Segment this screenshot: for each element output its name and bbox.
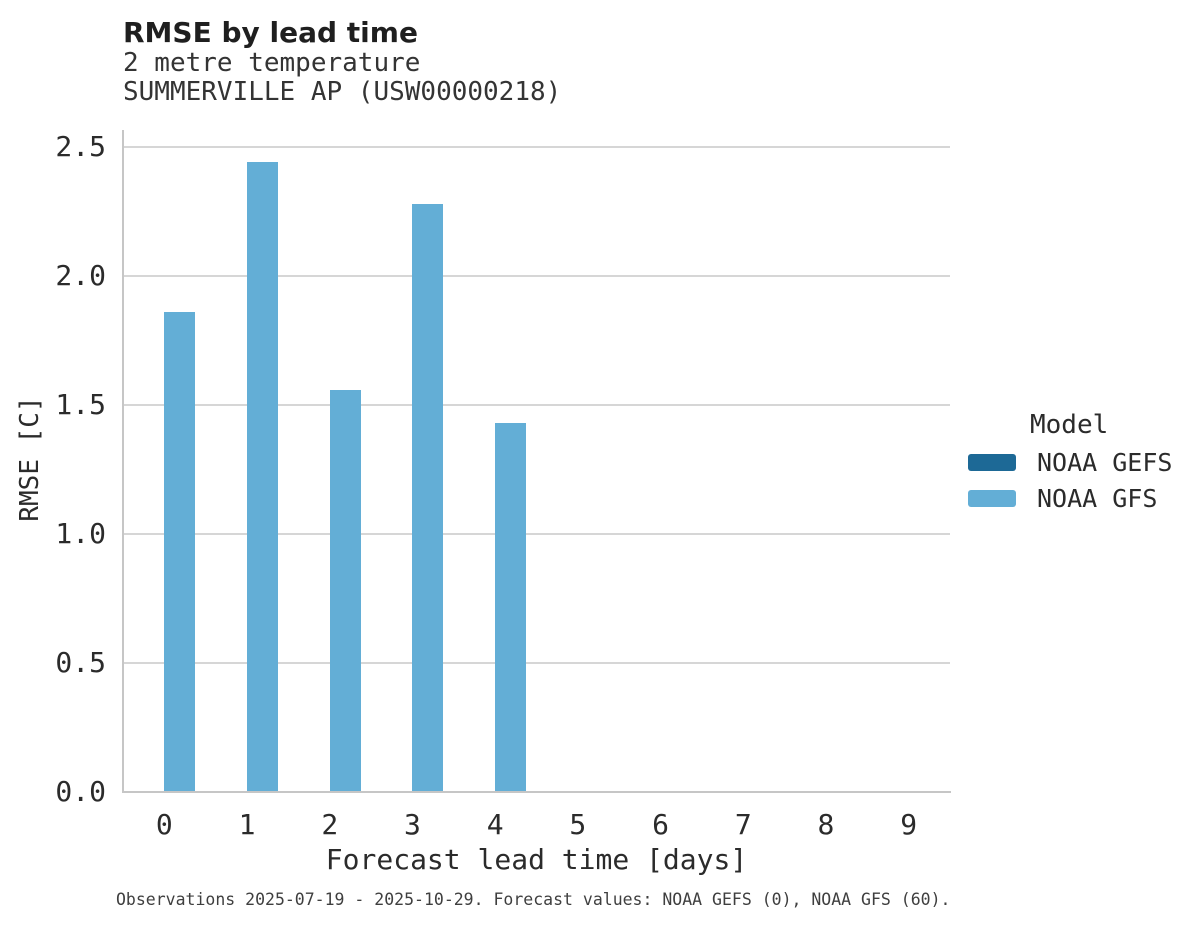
legend-swatch-icon — [968, 454, 1016, 471]
legend-swatch-icon — [968, 489, 1016, 507]
chart-subtitle-station: SUMMERVILLE AP (USW00000218) — [123, 77, 562, 107]
x-tick-label-0: 0 — [155, 808, 173, 841]
bar-noaa-gfs-day-4 — [495, 423, 527, 792]
gridline-y-1 — [123, 533, 950, 535]
bar-noaa-gfs-day-1 — [247, 162, 279, 792]
chart-subtitle-variable: 2 metre temperature — [123, 48, 421, 78]
x-tick-label-4: 4 — [486, 808, 504, 841]
x-tick-label-3: 3 — [404, 808, 421, 841]
y-tick-label-1.0: 1.0 — [55, 517, 106, 550]
plot-area — [123, 130, 950, 792]
x-axis-title: Forecast lead time [days] — [325, 843, 748, 876]
chart-title: RMSE by lead time — [123, 16, 418, 49]
bar-noaa-gfs-day-2 — [329, 389, 361, 792]
legend-title: Model — [1030, 410, 1109, 440]
y-tick-label-0.5: 0.5 — [55, 646, 106, 679]
x-tick-label-6: 6 — [652, 808, 669, 841]
x-tick-label-1: 1 — [238, 808, 256, 841]
gridline-y-2 — [123, 275, 950, 277]
gridline-y-1.5 — [123, 404, 950, 406]
x-tick-label-9: 9 — [900, 808, 918, 841]
x-tick-label-7: 7 — [734, 808, 752, 841]
y-tick-label-0.0: 0.0 — [55, 775, 106, 808]
y-tick-label-2.5: 2.5 — [55, 130, 106, 163]
x-tick-label-5: 5 — [569, 808, 587, 841]
y-axis-line — [122, 130, 124, 793]
chart-caption: Observations 2025-07-19 - 2025-10-29. Fo… — [116, 890, 951, 909]
bar-noaa-gfs-day-3 — [412, 203, 444, 792]
gridline-y-2.5 — [123, 146, 950, 148]
legend-label: NOAA GFS — [1037, 483, 1158, 513]
x-tick-label-2: 2 — [321, 808, 339, 841]
x-axis-line — [122, 791, 951, 793]
y-tick-label-1.5: 1.5 — [55, 388, 106, 421]
legend-label: NOAA GEFS — [1037, 448, 1173, 477]
bar-noaa-gfs-day-0 — [164, 312, 196, 792]
y-tick-label-2.0: 2.0 — [55, 259, 106, 292]
x-tick-label-8: 8 — [817, 808, 835, 841]
gridline-y-0.5 — [123, 662, 950, 664]
